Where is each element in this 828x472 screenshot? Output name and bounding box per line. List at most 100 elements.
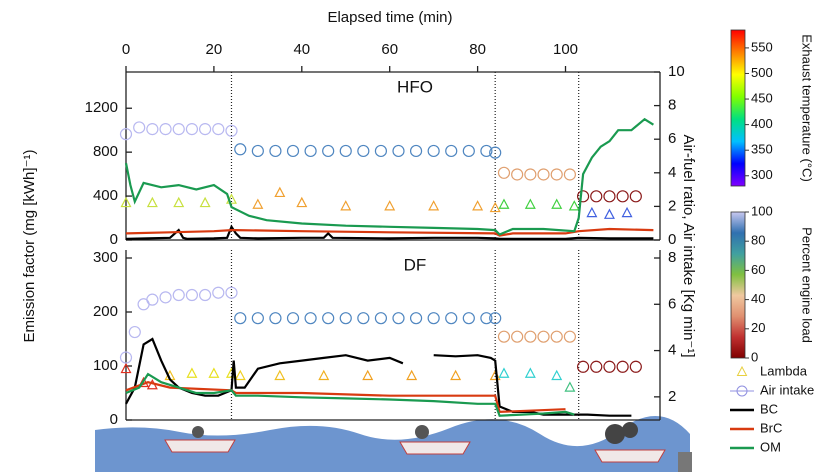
y2-tick-label: 6 [668,295,676,312]
colorbar-tick-label: 500 [751,65,773,80]
air-intake-point [322,144,335,158]
lambda-point [199,196,211,208]
air-intake-point [462,312,475,325]
air-intake-point [251,312,264,325]
y-tick-label: 1200 [85,99,118,116]
air-intake-point [133,121,146,134]
lambda-point [603,208,615,219]
air-intake-point [603,360,616,373]
legend-symbol [736,365,748,376]
lambda-point [498,198,510,209]
air-intake-point [480,144,493,158]
x-axis-title: Elapsed time (min) [327,9,452,26]
y2-tick-label: 0 [668,231,676,248]
illustration [95,415,692,472]
lambda-point [274,369,286,381]
lambda-point [489,369,501,381]
x-tick-label: 80 [469,41,486,58]
air-intake-point [357,312,370,325]
lambda-point [524,367,536,378]
air-intake-point [234,143,247,156]
air-intake-point [357,144,370,158]
air-intake-point [172,288,185,302]
air-intake-point [550,168,563,181]
air-intake-point [159,291,172,304]
lambda-point [146,196,158,208]
air-intake-point [269,144,282,158]
lambda-point [586,206,598,218]
air-intake-point [489,146,502,159]
air-intake-point [185,123,199,136]
colorbar-tick-label: 450 [751,90,773,105]
series-line [125,337,632,417]
lambda-point [340,200,352,211]
lambda-point [384,200,396,211]
air-intake-point [322,312,335,325]
lambda-point [472,200,484,211]
air-intake-point [374,144,388,158]
air-intake-point [590,360,603,373]
legend-symbol [736,385,748,397]
colorbar-tick-label: 40 [751,291,765,306]
lambda-point [621,206,633,218]
air-intake-point [119,128,133,141]
air-intake-point [427,312,440,325]
x-tick-label: 60 [381,41,398,58]
legend-label: BC [760,401,778,416]
x-tick-label: 100 [553,41,578,58]
colorbar [730,211,746,359]
colorbar-tick-label: 60 [751,262,765,277]
lambda-point [173,196,185,208]
colorbar-tick-label: 350 [751,142,773,157]
colorbar-tick-label: 400 [751,116,773,131]
panel-title: DF [404,255,427,274]
y2-tick-label: 8 [668,97,676,114]
air-intake-point [199,123,212,136]
colorbar-tick-label: 0 [751,349,758,364]
colorbar-title: Percent engine load [800,227,815,343]
y-tick-label: 800 [93,143,118,160]
colorbar-tick-label: 300 [751,167,773,182]
colorbar-tick-label: 80 [751,233,765,248]
air-intake-point [537,330,550,343]
air-intake-point [537,168,550,181]
air-intake-point [212,286,225,299]
legend-label: BrC [760,420,782,435]
air-intake-point [480,312,493,325]
lambda-point [498,367,510,378]
y2-tick-label: 4 [668,164,676,181]
lambda-point [568,200,580,211]
colorbar-tick-label: 550 [751,39,773,54]
air-intake-point [616,360,629,373]
series-line [125,381,566,414]
lambda-point [551,369,563,381]
lambda-point [234,369,246,381]
lambda-point [428,200,440,211]
legend-label: Lambda [760,363,808,378]
lambda-point [489,201,501,213]
air-intake-point [374,312,388,325]
y-tick-label: 0 [110,411,118,428]
y-tick-label: 0 [110,231,118,248]
y-tick-label: 400 [93,187,118,204]
y2-tick-label: 2 [668,197,676,214]
air-intake-point [576,360,590,373]
y2-tick-label: 4 [668,342,676,359]
x-tick-label: 40 [293,41,310,58]
series-line [125,224,654,241]
air-intake-point [445,312,458,325]
lambda-point [186,367,198,378]
air-intake-point [445,144,458,158]
air-intake-point [576,190,590,203]
lambda-point [551,198,563,209]
y2-tick-label: 10 [668,63,685,80]
air-intake-point [286,312,300,325]
series-line [125,372,575,417]
lambda-point [208,367,220,378]
y2-tick-label: 8 [668,249,676,266]
air-intake-point [511,330,524,343]
air-intake-point [392,144,405,158]
colorbar-title: Exhaust temperature (°C) [800,34,815,182]
lambda-point [406,369,418,381]
